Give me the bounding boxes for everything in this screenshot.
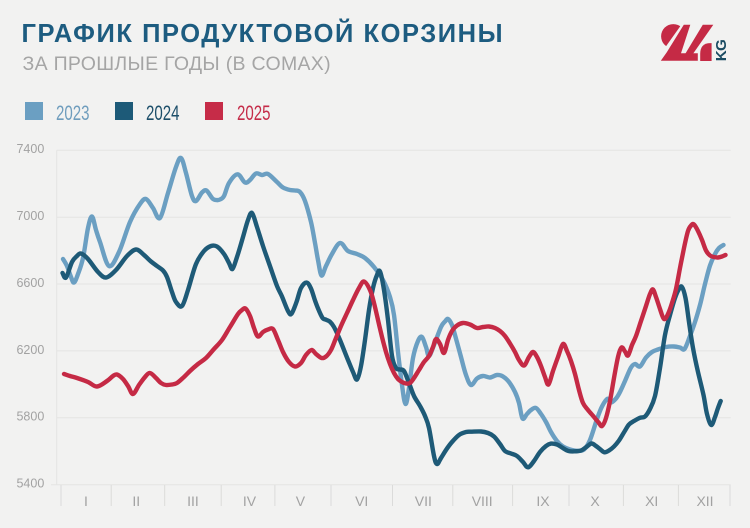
svg-text:IX: IX (536, 493, 550, 509)
svg-text:7400: 7400 (16, 142, 44, 156)
svg-text:II: II (132, 493, 140, 509)
svg-text:XII: XII (696, 493, 713, 509)
svg-text:7000: 7000 (16, 209, 44, 223)
svg-text:VIII: VIII (472, 493, 493, 509)
svg-text:V: V (296, 493, 306, 509)
svg-text:6200: 6200 (16, 343, 44, 357)
svg-text:XI: XI (645, 493, 658, 509)
svg-text:6600: 6600 (16, 276, 44, 290)
svg-text:5800: 5800 (16, 410, 44, 424)
svg-text:I: I (84, 493, 88, 509)
svg-text:IV: IV (243, 493, 257, 509)
svg-text:VII: VII (415, 493, 432, 509)
svg-text:VI: VI (355, 493, 368, 509)
svg-text:KG: KG (713, 40, 730, 61)
svg-text:X: X (590, 493, 600, 509)
svg-text:III: III (187, 493, 199, 509)
svg-text:5400: 5400 (16, 477, 44, 491)
